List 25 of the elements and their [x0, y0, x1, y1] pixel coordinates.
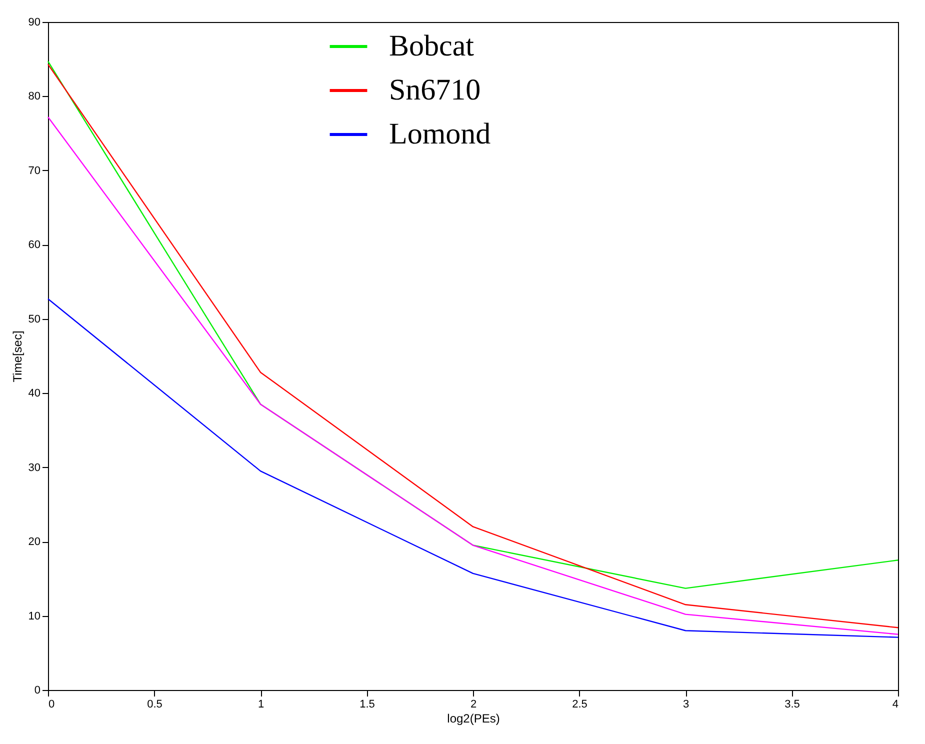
- x-tick-label: 1: [258, 698, 264, 710]
- line-series: [47, 298, 899, 638]
- legend-label: Sn6710: [389, 74, 481, 106]
- y-tick-label: 40: [28, 388, 40, 400]
- legend-label: Lomond: [389, 118, 491, 150]
- y-axis-title: Time[sec]: [10, 330, 24, 382]
- x-tick-label: 0: [48, 698, 55, 710]
- legend-label: Bobcat: [389, 30, 475, 62]
- y-tick-label: 10: [28, 610, 40, 622]
- x-axis-title: log2(PEs): [447, 712, 500, 726]
- y-tick-label: 50: [28, 313, 40, 326]
- x-tick-label: 2.5: [572, 698, 588, 710]
- y-tick-label: 70: [28, 164, 40, 177]
- x-tick-label: 3.5: [784, 698, 800, 710]
- x-tick-label: 4: [892, 698, 898, 710]
- y-tick-label: 0: [34, 684, 40, 696]
- x-tick-label: 3: [682, 698, 690, 710]
- y-tick-label: 90: [28, 16, 40, 28]
- y-tick-label: 30: [28, 462, 40, 474]
- y-tick-label: 20: [28, 536, 40, 548]
- x-tick-label: 1.5: [360, 698, 375, 710]
- x-tick-label: 0.5: [147, 698, 162, 710]
- y-tick-label: 60: [28, 239, 40, 252]
- y-tick-label: 80: [28, 90, 40, 103]
- x-tick-label: 2: [470, 698, 477, 710]
